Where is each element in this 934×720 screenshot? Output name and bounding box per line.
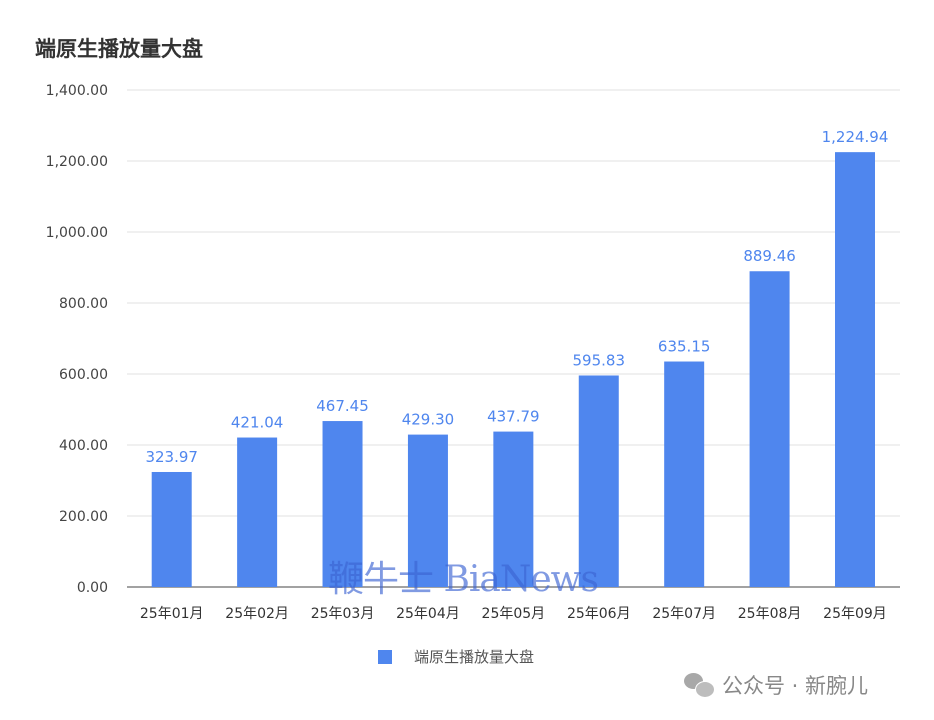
x-tick-label: 25年01月 bbox=[140, 606, 204, 622]
data-label: 421.04 bbox=[231, 414, 284, 432]
chart-title: 端原生播放量大盘 bbox=[35, 37, 203, 61]
y-tick-label: 200.00 bbox=[59, 509, 108, 525]
y-tick-label: 600.00 bbox=[59, 367, 108, 383]
bar bbox=[578, 375, 619, 587]
wechat-icon bbox=[684, 673, 715, 698]
data-label: 429.30 bbox=[402, 411, 455, 429]
y-tick-label: 1,000.00 bbox=[46, 225, 108, 241]
y-tick-label: 800.00 bbox=[59, 296, 108, 312]
x-tick-label: 25年07月 bbox=[652, 606, 716, 622]
data-label: 889.46 bbox=[743, 247, 796, 265]
footer-text: 公众号 · 新腕儿 bbox=[722, 674, 869, 698]
x-tick-label: 25年04月 bbox=[396, 606, 460, 622]
x-tick-label: 25年09月 bbox=[823, 606, 887, 622]
data-label: 595.83 bbox=[573, 351, 626, 369]
y-tick-label: 1,400.00 bbox=[46, 83, 108, 99]
legend-label: 端原生播放量大盘 bbox=[414, 648, 535, 666]
bar bbox=[664, 361, 705, 587]
bar bbox=[749, 271, 790, 587]
bar bbox=[407, 434, 448, 587]
legend[interactable]: 端原生播放量大盘 bbox=[378, 646, 534, 667]
y-tick-label: 1,200.00 bbox=[46, 154, 108, 170]
brand-watermark: 鞭牛士 BiaNews bbox=[328, 559, 599, 600]
x-tick-label: 25年08月 bbox=[738, 606, 802, 622]
data-label: 467.45 bbox=[316, 397, 369, 415]
bar bbox=[834, 152, 875, 587]
x-tick-label: 25年02月 bbox=[225, 606, 289, 622]
x-tick-label: 25年05月 bbox=[482, 606, 546, 622]
x-tick-label: 25年03月 bbox=[311, 606, 375, 622]
data-label: 323.97 bbox=[145, 448, 198, 466]
bar bbox=[322, 421, 363, 587]
y-tick-label: 400.00 bbox=[59, 438, 108, 454]
x-tick-label: 25年06月 bbox=[567, 606, 631, 622]
data-label: 635.15 bbox=[658, 338, 711, 356]
y-tick-label: 0.00 bbox=[77, 580, 108, 596]
bar bbox=[493, 431, 534, 587]
bar bbox=[237, 437, 278, 587]
footer-credit: 公众号 · 新腕儿 bbox=[684, 670, 868, 700]
data-label: 437.79 bbox=[487, 408, 540, 426]
bar bbox=[151, 471, 192, 587]
data-label: 1,224.94 bbox=[822, 128, 889, 146]
legend-swatch bbox=[378, 649, 392, 664]
